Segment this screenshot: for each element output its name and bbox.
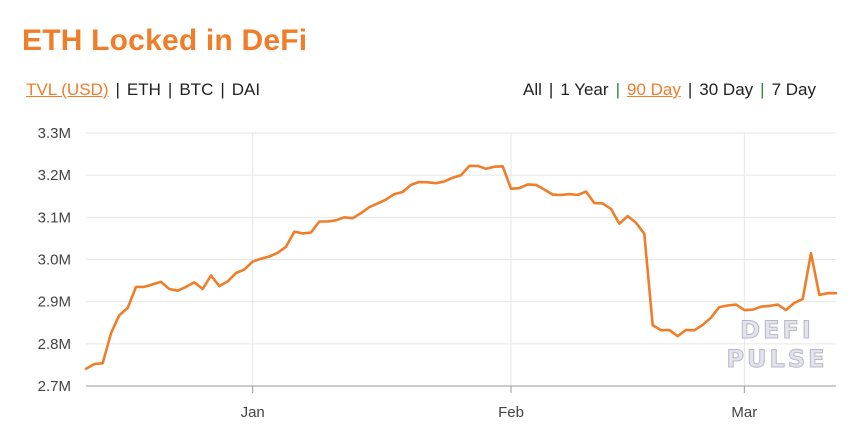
grid xyxy=(86,132,836,387)
tab-1-year[interactable]: 1 Year xyxy=(560,80,609,99)
tab-90-day[interactable]: 90 Day xyxy=(626,80,681,99)
tab-eth[interactable]: ETH xyxy=(126,80,161,99)
tab-7-day[interactable]: 7 Day xyxy=(771,80,816,99)
tab-separator: | xyxy=(167,80,173,99)
tab-separator: | xyxy=(615,80,620,99)
tab-dai[interactable]: DAI xyxy=(231,80,261,99)
x-tick-label: Mar xyxy=(731,404,757,421)
series-line xyxy=(84,164,838,371)
tab-separator: | xyxy=(687,80,693,99)
range-tabs: All | 1 Year | 90 Day | 30 Day | 7 Day xyxy=(523,80,816,100)
page-title: ETH Locked in DeFi xyxy=(22,24,308,57)
y-tick-label: 3.1M xyxy=(38,209,71,226)
axes: 2.7M 2.8M 2.9M 3.0M 3.1M 3.2M 3.3M Jan Feb Mar xyxy=(38,125,836,421)
x-tick-label: Jan xyxy=(241,404,265,421)
y-tick-label: 2.8M xyxy=(38,336,71,353)
tab-btc[interactable]: BTC xyxy=(179,80,214,99)
y-tick-label: 3.3M xyxy=(38,125,71,142)
watermark-line-2: PULSE xyxy=(726,345,827,373)
tab-separator: | xyxy=(548,80,554,99)
y-tick-label: 2.9M xyxy=(38,294,71,311)
tab-separator: | xyxy=(220,80,225,99)
tab-tvl-usd[interactable]: TVL (USD) xyxy=(26,80,109,99)
y-tick-label: 2.7M xyxy=(38,378,71,395)
watermark-line-1: DEFI xyxy=(740,316,814,344)
y-tick-label: 3.2M xyxy=(38,167,71,184)
y-tick-label: 3.0M xyxy=(38,252,71,269)
tab-separator: | xyxy=(760,80,765,99)
watermark: DEFI PULSE xyxy=(726,316,827,374)
metric-tabs: TVL (USD) | ETH | BTC | DAI xyxy=(26,80,260,100)
tab-30-day[interactable]: 30 Day xyxy=(699,80,754,99)
x-tick-label: Feb xyxy=(498,404,524,421)
tab-all[interactable]: All xyxy=(523,80,542,99)
tab-separator: | xyxy=(115,80,120,99)
series xyxy=(84,164,838,371)
